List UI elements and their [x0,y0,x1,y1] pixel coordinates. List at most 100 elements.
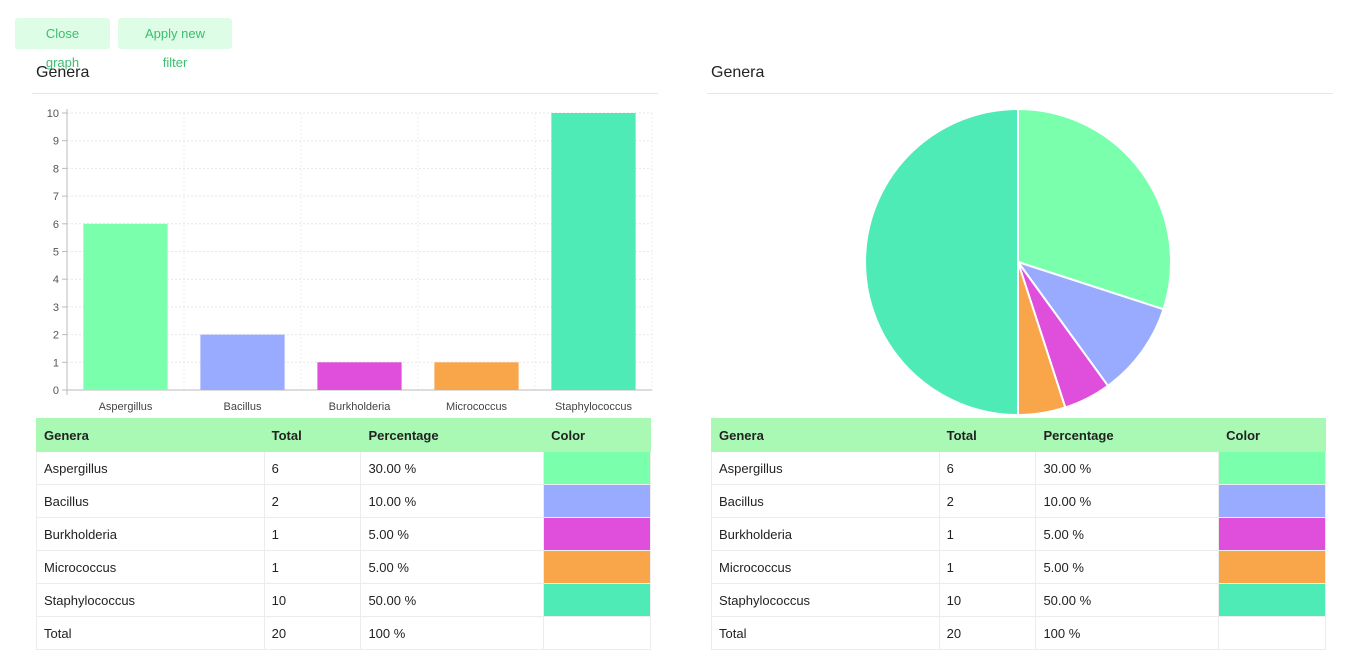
y-tick-label: 7 [53,191,59,203]
table-row: Bacillus 2 10.00 % [36,484,651,518]
table-row: Staphylococcus 10 50.00 % [711,583,1326,617]
table-row: Aspergillus 6 30.00 % [711,451,1326,485]
y-tick-label: 8 [53,163,59,175]
column-header: Color [543,418,651,452]
cell-total: 6 [263,451,362,485]
bar-burkholderia [317,362,402,390]
bar-chart-title: Genera [32,56,658,94]
cell-total: 10 [263,583,362,617]
color-swatch [544,452,650,484]
cell-genus: Staphylococcus [36,583,265,617]
cell-total: 1 [938,517,1037,551]
cell-genus: Bacillus [711,484,940,518]
y-tick-label: 9 [53,136,59,148]
table-row: Micrococcus 1 5.00 % [36,550,651,584]
slice-staphylococcus [864,107,1019,417]
color-swatch [544,518,650,550]
color-swatch [1219,485,1325,517]
cell-color [543,484,651,518]
table-total-row: Total 20 100 % [711,616,1326,650]
bar-chart: 0 1 2 3 4 5 6 7 8 9 10 Aspergillus Bacillus Burkholde… [47,108,653,413]
y-tick-label: 2 [53,330,59,342]
bar-bacillus [200,334,285,390]
y-tick-label: 0 [53,385,59,397]
close-graph-button[interactable]: Close graph [15,18,110,70]
bar-micrococcus [434,362,519,390]
column-header: Genera [36,418,265,452]
cell-genus: Burkholderia [711,517,940,551]
cell-color [543,583,651,617]
cell-genus: Micrococcus [36,550,265,584]
color-swatch [544,485,650,517]
cell-percentage: 5.00 % [360,517,545,551]
color-swatch [1219,551,1325,583]
cell-percentage: 30.00 % [360,451,545,485]
cell-total: 1 [263,550,362,584]
cell-total: 1 [263,517,362,551]
y-tick-label: 10 [47,108,59,120]
column-header: Genera [711,418,940,452]
table-row: Micrococcus 1 5.00 % [711,550,1326,584]
bar-staphylococcus [551,113,636,390]
y-tick-label: 3 [53,302,59,314]
bar-chart-panel: Genera 0 1 2 3 4 5 6 7 8 9 10 Aspergillus Bacillus Bu… [32,56,658,650]
pie-chart-title: Genera [707,56,1333,94]
cell-color [1218,451,1326,485]
cell-genus: Micrococcus [711,550,940,584]
column-header: Percentage [1035,418,1220,452]
total-percentage: 100 % [1035,616,1220,650]
cell-percentage: 5.00 % [1035,517,1220,551]
cell-percentage: 50.00 % [360,583,545,617]
total-value: 20 [263,616,362,650]
slice-bacillus [1015,260,1165,388]
table-row: Staphylococcus 10 50.00 % [36,583,651,617]
table-header-row: Genera Total Percentage Color [36,418,651,452]
color-swatch [544,551,650,583]
cell-genus: Bacillus [36,484,265,518]
cell-percentage: 5.00 % [1035,550,1220,584]
total-label: Total [711,616,940,650]
color-swatch [1219,452,1325,484]
y-tick-label: 5 [53,247,59,259]
apply-new-filter-button[interactable]: Apply new filter [118,18,232,70]
cell-percentage: 10.00 % [360,484,545,518]
x-tick-label: Micrococcus [446,401,508,413]
cell-percentage: 50.00 % [1035,583,1220,617]
column-header: Total [263,418,362,452]
y-tick-label: 1 [53,357,59,369]
cell-color [543,517,651,551]
table-header-row: Genera Total Percentage Color [711,418,1326,452]
total-percentage: 100 % [360,616,545,650]
genera-table-right: Genera Total Percentage Color Aspergillus 6 30… [711,418,1326,650]
pie-chart [864,107,1172,417]
x-tick-label: Burkholderia [329,401,392,413]
color-swatch [544,584,650,616]
table-row: Aspergillus 6 30.00 % [36,451,651,485]
empty-cell [543,616,651,650]
y-tick-label: 4 [53,274,59,286]
table-row: Burkholderia 1 5.00 % [36,517,651,551]
cell-total: 2 [263,484,362,518]
cell-total: 10 [938,583,1037,617]
cell-color [543,550,651,584]
genera-table-left: Genera Total Percentage Color Aspergillus 6 30… [36,418,651,650]
bar-chart-area: 0 1 2 3 4 5 6 7 8 9 10 Aspergillus Bacillus Burkholde… [32,94,658,416]
y-tick-label: 6 [53,219,59,231]
column-header: Total [938,418,1037,452]
cell-genus: Burkholderia [36,517,265,551]
cell-color [1218,550,1326,584]
column-header: Color [1218,418,1326,452]
cell-genus: Staphylococcus [711,583,940,617]
cell-color [543,451,651,485]
cell-genus: Aspergillus [36,451,265,485]
cell-genus: Aspergillus [711,451,940,485]
table-total-row: Total 20 100 % [36,616,651,650]
cell-color [1218,517,1326,551]
bar-aspergillus [83,223,168,390]
cell-color [1218,484,1326,518]
total-label: Total [36,616,265,650]
total-value: 20 [938,616,1037,650]
column-header: Percentage [360,418,545,452]
x-tick-label: Aspergillus [99,401,153,413]
table-row: Bacillus 2 10.00 % [711,484,1326,518]
